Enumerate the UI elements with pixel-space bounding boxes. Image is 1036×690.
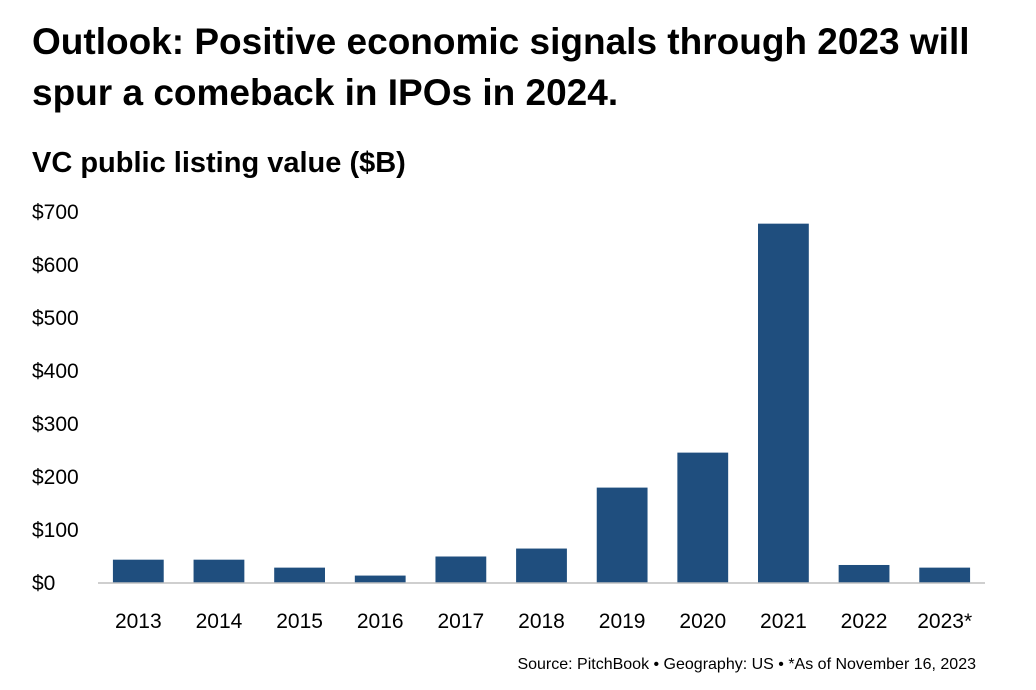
bar-2018 bbox=[516, 548, 567, 583]
bar-2015 bbox=[274, 567, 325, 583]
y-tick-label: $100 bbox=[32, 519, 79, 542]
x-tick-label: 2014 bbox=[196, 610, 243, 633]
bar-2014 bbox=[193, 559, 245, 583]
x-tick-label: 2019 bbox=[599, 610, 646, 633]
x-axis-ticks: 2013 2014 2015 2016 2017 2018 2019 2020 2021 2022… bbox=[115, 610, 972, 633]
chart-title: VC public listing value ($B) bbox=[32, 147, 406, 179]
bar-2021 bbox=[758, 223, 809, 583]
x-tick-label: 2015 bbox=[276, 610, 323, 633]
y-axis-ticks: $0 $100 $200 $300 $400 $500 $600 $700 bbox=[32, 201, 79, 595]
y-tick-label: $700 bbox=[32, 201, 79, 224]
y-tick-label: $300 bbox=[32, 413, 79, 436]
x-tick-label: 2021 bbox=[760, 610, 807, 633]
y-tick-label: $400 bbox=[32, 360, 79, 383]
x-tick-label: 2018 bbox=[518, 610, 565, 633]
source-note: Source: PitchBook • Geography: US • *As … bbox=[517, 656, 976, 673]
bars bbox=[112, 223, 971, 583]
x-tick-label: 2017 bbox=[438, 610, 485, 633]
x-tick-label: 2016 bbox=[357, 610, 404, 633]
bar-2023 bbox=[919, 567, 971, 583]
bar-2016 bbox=[354, 575, 406, 583]
y-tick-label: $500 bbox=[32, 307, 79, 330]
y-tick-label: $200 bbox=[32, 466, 79, 489]
bar-2013 bbox=[112, 559, 164, 583]
y-tick-label: $600 bbox=[32, 254, 79, 277]
bar-2017 bbox=[435, 556, 487, 583]
x-tick-label: 2023* bbox=[917, 610, 972, 633]
x-tick-label: 2020 bbox=[679, 610, 726, 633]
bar-2020 bbox=[677, 452, 729, 583]
headline: Outlook: Positive economic signals throu… bbox=[32, 21, 970, 113]
bar-2022 bbox=[838, 564, 890, 583]
bar-2019 bbox=[596, 487, 648, 583]
y-tick-label: $0 bbox=[32, 572, 55, 595]
x-tick-label: 2022 bbox=[841, 610, 888, 633]
x-tick-label: 2013 bbox=[115, 610, 162, 633]
